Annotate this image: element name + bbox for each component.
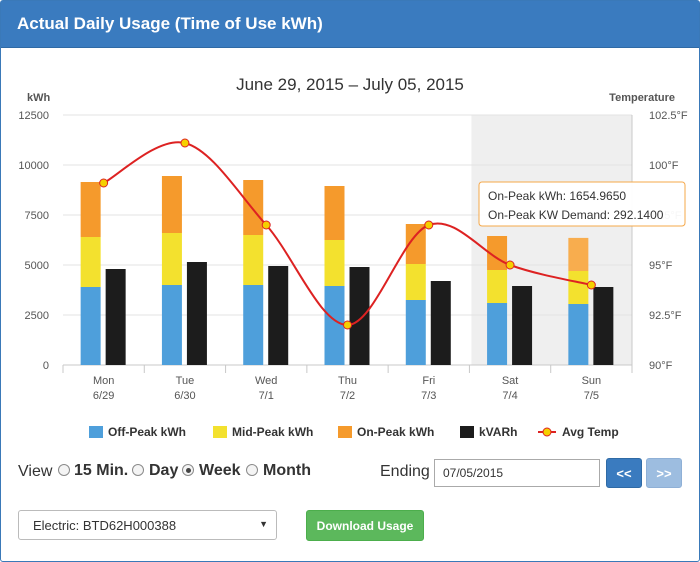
- legend-label: Off-Peak kWh: [108, 425, 186, 439]
- radio-day-label[interactable]: Day: [149, 462, 179, 479]
- tooltip-line: On-Peak kWh: 1654.9650: [488, 189, 626, 203]
- bar-off-peak-kwh: [243, 285, 264, 365]
- legend-label: On-Peak kWh: [357, 425, 434, 439]
- x-tick-label: Sat: [502, 375, 519, 387]
- meter-select-value: Electric: BTD62H000388: [33, 518, 177, 533]
- y2-axis-title: Temperature: [609, 92, 675, 104]
- avg-temp-point: [505, 260, 515, 270]
- legend-swatch: [213, 426, 227, 438]
- chevron-down-icon: ▼: [259, 519, 268, 529]
- x-tick-label: Sun: [582, 375, 602, 387]
- view-controls: View 15 Min. Day Week Month Ending 07/05…: [18, 458, 688, 490]
- bar-kvarh: [593, 287, 614, 365]
- bar-on-peak-kwh: [243, 180, 264, 235]
- y-tick-label: 2500: [25, 310, 49, 322]
- bar-on-peak-kwh: [324, 186, 345, 240]
- panel-header: Actual Daily Usage (Time of Use kWh): [1, 1, 699, 48]
- bar-kvarh: [430, 281, 451, 365]
- x-tick-label: Fri: [422, 375, 435, 387]
- y2-tick-label: 92.5°F: [649, 310, 682, 322]
- y-axis-title: kWh: [27, 92, 51, 104]
- x-tick-date-label: 7/3: [421, 390, 436, 402]
- bar-mid-peak-kwh: [568, 271, 589, 304]
- legend-marker: [542, 427, 552, 437]
- y-tick-label: 12500: [18, 110, 49, 122]
- x-tick-label: Mon: [93, 375, 114, 387]
- legend-label: kVARh: [479, 425, 517, 439]
- meter-select[interactable]: Electric: BTD62H000388 ▼: [18, 510, 277, 540]
- y2-tick-label: 90°F: [649, 360, 673, 372]
- avg-temp-point: [180, 138, 190, 148]
- bar-kvarh: [105, 269, 126, 365]
- radio-day[interactable]: [132, 464, 144, 476]
- bar-mid-peak-kwh: [487, 270, 508, 303]
- y-tick-label: 7500: [25, 210, 49, 222]
- bar-off-peak-kwh: [324, 286, 345, 365]
- bar-mid-peak-kwh: [324, 240, 345, 286]
- avg-temp-point: [343, 320, 352, 330]
- bar-on-peak-kwh: [80, 182, 101, 237]
- chart-title: June 29, 2015 – July 05, 2015: [236, 75, 464, 94]
- avg-temp-point: [99, 178, 109, 188]
- radio-15-min[interactable]: [58, 464, 70, 476]
- radio-month-label[interactable]: Month: [263, 462, 311, 479]
- usage-chart-svg: June 29, 2015 – July 05, 2015 kWh Temperat…: [18, 75, 688, 439]
- legend-swatch: [89, 426, 103, 438]
- x-tick-date-label: 7/2: [340, 390, 355, 402]
- download-usage-button[interactable]: Download Usage: [306, 510, 424, 541]
- y2-tick-label: 100°F: [649, 160, 679, 172]
- previous-week-button[interactable]: <<: [606, 458, 642, 488]
- x-tick-date-label: 7/5: [584, 390, 599, 402]
- bar-mid-peak-kwh: [161, 233, 182, 285]
- ending-date-input[interactable]: 07/05/2015: [434, 459, 600, 487]
- bar-kvarh: [268, 266, 289, 365]
- radio-week-label[interactable]: Week: [199, 462, 241, 479]
- bar-on-peak-kwh: [161, 176, 182, 233]
- legend-swatch: [460, 426, 474, 438]
- x-tick-date-label: 7/1: [259, 390, 274, 402]
- x-tick-label: Wed: [255, 375, 277, 387]
- bar-off-peak-kwh: [405, 300, 426, 365]
- x-tick-date-label: 6/30: [174, 390, 195, 402]
- y-tick-label: 0: [43, 360, 49, 372]
- y2-tick-label: 102.5°F: [649, 110, 688, 122]
- x-tick-date-label: 7/4: [502, 390, 517, 402]
- tooltip-line: On-Peak KW Demand: 292.1400: [488, 208, 664, 222]
- usage-chart: June 29, 2015 – July 05, 2015 kWh Temperat…: [5, 53, 695, 455]
- radio-15-min-label[interactable]: 15 Min.: [74, 462, 129, 479]
- y-tick-label: 5000: [25, 260, 49, 272]
- tooltip-box: [478, 181, 686, 227]
- panel-title: Actual Daily Usage (Time of Use kWh): [17, 14, 323, 33]
- view-label: View: [18, 463, 53, 480]
- bar-on-peak-kwh: [405, 224, 426, 264]
- bar-mid-peak-kwh: [405, 264, 426, 300]
- avg-temp-point: [424, 220, 434, 230]
- y-tick-label: 10000: [18, 160, 49, 172]
- x-tick-label: Thu: [338, 375, 357, 387]
- bar-kvarh: [186, 262, 207, 365]
- bar-kvarh: [349, 267, 370, 365]
- next-week-button[interactable]: >>: [646, 458, 682, 488]
- bar-off-peak-kwh: [161, 285, 182, 365]
- legend-swatch: [338, 426, 352, 438]
- ending-label: Ending: [380, 463, 430, 480]
- radio-month[interactable]: [246, 464, 258, 476]
- bar-mid-peak-kwh: [80, 237, 101, 287]
- x-tick-label: Tue: [176, 375, 195, 387]
- legend-label: Mid-Peak kWh: [232, 425, 313, 439]
- bar-kvarh: [512, 286, 533, 365]
- bar-off-peak-kwh: [487, 303, 508, 365]
- bar-on-peak-kwh: [568, 237, 589, 271]
- y2-tick-label: 95°F: [649, 260, 673, 272]
- legend-label: Avg Temp: [562, 425, 619, 439]
- x-tick-date-label: 6/29: [93, 390, 114, 402]
- bar-off-peak-kwh: [568, 304, 589, 365]
- avg-temp-point: [586, 280, 596, 290]
- avg-temp-point: [261, 220, 271, 230]
- bar-off-peak-kwh: [80, 287, 101, 365]
- bar-mid-peak-kwh: [243, 235, 264, 285]
- radio-week[interactable]: [182, 464, 194, 476]
